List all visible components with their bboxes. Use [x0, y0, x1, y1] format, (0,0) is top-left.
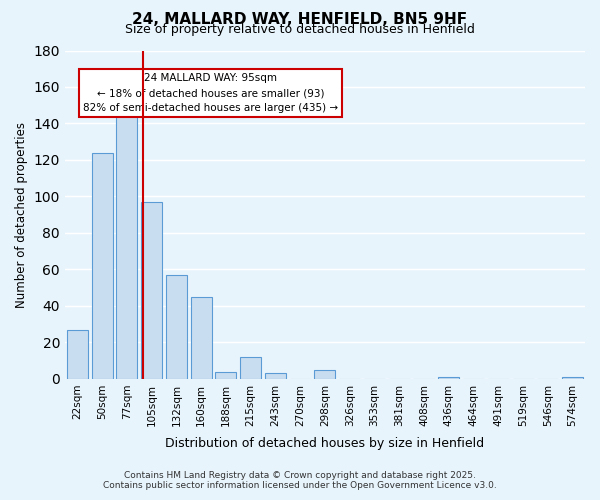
Bar — [92, 152, 113, 379]
Bar — [166, 275, 187, 379]
Bar — [265, 374, 286, 379]
Bar — [215, 372, 236, 379]
Text: 24, MALLARD WAY, HENFIELD, BN5 9HF: 24, MALLARD WAY, HENFIELD, BN5 9HF — [133, 12, 467, 28]
Text: Size of property relative to detached houses in Henfield: Size of property relative to detached ho… — [125, 22, 475, 36]
Bar — [141, 202, 162, 379]
Y-axis label: Number of detached properties: Number of detached properties — [15, 122, 28, 308]
Text: 24 MALLARD WAY: 95sqm
← 18% of detached houses are smaller (93)
82% of semi-deta: 24 MALLARD WAY: 95sqm ← 18% of detached … — [83, 74, 338, 113]
Bar — [116, 109, 137, 379]
Bar — [191, 297, 212, 379]
X-axis label: Distribution of detached houses by size in Henfield: Distribution of detached houses by size … — [166, 437, 485, 450]
Bar — [438, 377, 460, 379]
Bar — [67, 330, 88, 379]
Bar — [562, 377, 583, 379]
Bar — [314, 370, 335, 379]
Text: Contains HM Land Registry data © Crown copyright and database right 2025.
Contai: Contains HM Land Registry data © Crown c… — [103, 470, 497, 490]
Bar — [240, 357, 261, 379]
